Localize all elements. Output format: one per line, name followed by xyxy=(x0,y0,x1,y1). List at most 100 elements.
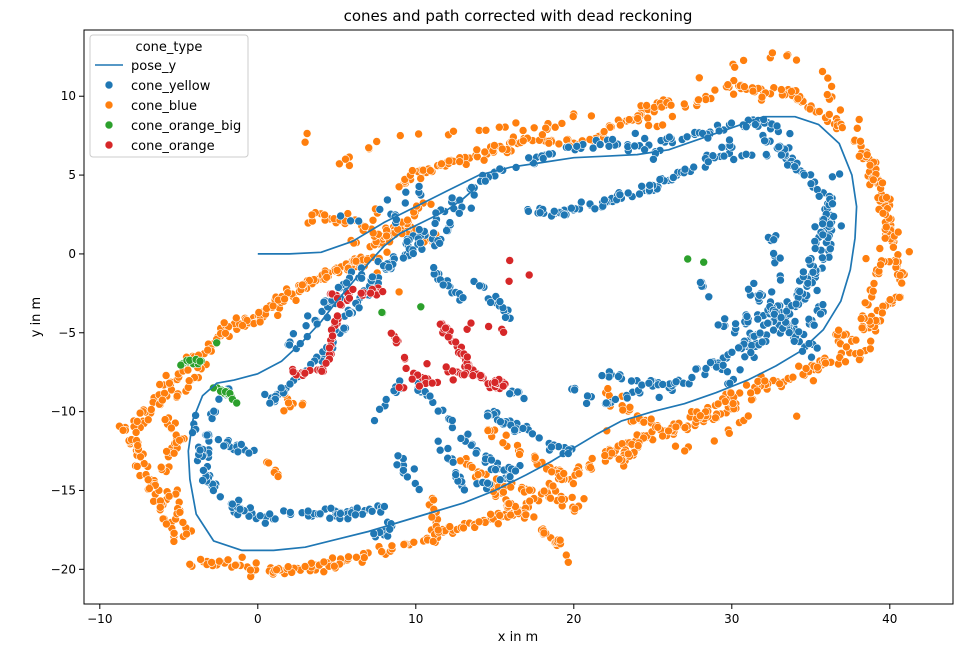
cone-point xyxy=(169,537,179,546)
cone-point xyxy=(757,92,767,102)
cone-point xyxy=(183,365,193,375)
cone-point xyxy=(214,394,224,404)
cone-point xyxy=(377,308,387,317)
cone-point xyxy=(175,507,185,517)
cone-point xyxy=(176,360,186,370)
cone-point xyxy=(302,129,312,138)
series-cone-orange xyxy=(288,256,534,393)
cone-point xyxy=(614,372,623,381)
cone-point xyxy=(472,145,482,155)
cone-point xyxy=(367,506,377,516)
cone-point xyxy=(576,197,586,207)
cone-point xyxy=(755,328,765,338)
cone-point xyxy=(480,176,490,186)
cone-point xyxy=(483,411,492,421)
cone-point xyxy=(761,150,771,159)
cone-point xyxy=(793,94,803,104)
cone-point xyxy=(483,478,492,488)
cone-point xyxy=(288,367,298,377)
cone-point xyxy=(506,510,516,520)
cone-point xyxy=(333,311,342,321)
cone-point xyxy=(315,509,325,519)
cone-point xyxy=(658,120,667,130)
cone-point xyxy=(490,378,500,387)
cone-point xyxy=(801,364,811,373)
cone-point xyxy=(448,375,458,385)
cone-point xyxy=(386,328,396,338)
cone-point xyxy=(237,552,247,562)
cone-point xyxy=(216,492,225,502)
cone-point xyxy=(561,550,571,560)
cone-point xyxy=(680,446,690,456)
cone-point xyxy=(769,235,779,244)
cone-point xyxy=(518,126,528,135)
cone-point xyxy=(555,535,565,545)
cone-point xyxy=(878,209,888,218)
cone-point xyxy=(381,395,391,404)
legend-entry-cone-orange-big: cone_orange_big xyxy=(131,119,241,134)
cone-point xyxy=(466,203,476,213)
cone-point xyxy=(818,300,828,309)
cone-point xyxy=(265,398,275,408)
cone-point xyxy=(283,562,293,572)
cone-point xyxy=(567,493,577,502)
cone-point xyxy=(511,466,520,476)
cone-point xyxy=(429,263,439,272)
cone-point xyxy=(354,216,364,226)
cone-point xyxy=(814,107,824,116)
cone-point xyxy=(694,73,704,83)
cone-point xyxy=(546,493,555,503)
cone-point xyxy=(579,494,589,504)
cone-point xyxy=(868,286,878,296)
cone-point xyxy=(383,195,392,205)
cone-point xyxy=(486,298,495,307)
cone-point xyxy=(270,514,280,524)
cone-point xyxy=(790,162,800,171)
cone-point xyxy=(746,388,756,398)
cone-point xyxy=(829,212,838,221)
cone-point xyxy=(668,112,677,121)
x-tick-label: 40 xyxy=(882,612,897,626)
cone-point xyxy=(164,491,174,501)
cone-point xyxy=(495,475,505,485)
cone-point xyxy=(570,385,579,395)
cone-point xyxy=(539,528,549,538)
plot-frame xyxy=(83,29,954,605)
cone-point xyxy=(711,413,720,423)
cone-point xyxy=(428,537,438,546)
cone-point xyxy=(856,137,865,146)
y-tick-label: −20 xyxy=(51,562,76,576)
cone-point xyxy=(653,422,663,432)
cone-point xyxy=(344,552,353,562)
cone-point xyxy=(498,381,508,391)
cone-point xyxy=(857,323,867,333)
cone-point xyxy=(466,440,476,450)
cone-point xyxy=(442,226,451,235)
series-cone-blue xyxy=(115,48,914,581)
cone-point xyxy=(865,160,875,170)
cone-point xyxy=(854,115,864,124)
cone-point xyxy=(280,294,289,304)
cone-point xyxy=(345,293,354,303)
cone-point xyxy=(804,255,814,265)
cone-point xyxy=(852,124,862,133)
cone-point xyxy=(790,317,800,326)
cone-point xyxy=(590,204,600,214)
cone-point xyxy=(425,391,435,401)
cone-point xyxy=(399,540,409,549)
cone-point xyxy=(624,115,634,124)
cone-point xyxy=(437,159,446,169)
cone-point xyxy=(175,435,184,445)
cone-point xyxy=(335,159,344,169)
cone-point xyxy=(630,141,640,151)
cone-point xyxy=(356,288,366,298)
cone-point xyxy=(297,280,307,290)
cone-point xyxy=(795,287,805,296)
cone-point xyxy=(300,137,310,147)
cone-point xyxy=(729,89,738,99)
cone-point xyxy=(147,405,156,414)
cone-point xyxy=(276,383,286,393)
cone-point xyxy=(459,523,468,533)
cone-point xyxy=(818,230,828,240)
cone-point xyxy=(876,260,885,270)
